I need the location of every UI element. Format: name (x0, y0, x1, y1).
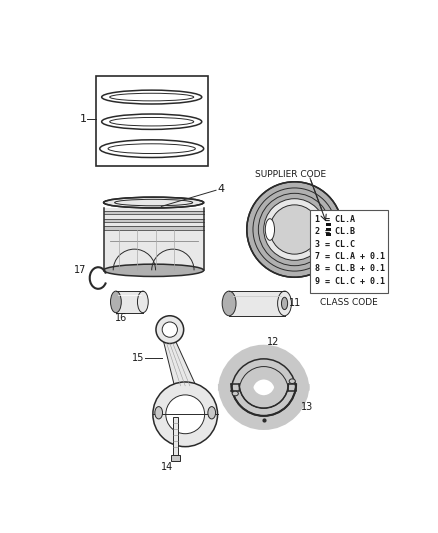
Ellipse shape (102, 114, 202, 130)
Circle shape (247, 182, 342, 277)
Text: SUPPLIER CODE: SUPPLIER CODE (255, 169, 326, 179)
Text: 3 = CL.C: 3 = CL.C (314, 240, 355, 248)
Text: 14: 14 (161, 463, 173, 472)
Text: CLASS CODE: CLASS CODE (320, 298, 378, 307)
Ellipse shape (265, 219, 275, 240)
Ellipse shape (282, 297, 288, 310)
Ellipse shape (155, 407, 162, 419)
Bar (310, 210, 389, 294)
Text: 12: 12 (267, 337, 279, 347)
Bar (170, 455, 180, 461)
Text: 9 = CL.C + 0.1: 9 = CL.C + 0.1 (314, 277, 385, 286)
Bar (116, 291, 143, 313)
Circle shape (264, 199, 325, 260)
Text: 7 = CL.A + 0.1: 7 = CL.A + 0.1 (314, 252, 385, 261)
Bar (96, 76, 208, 166)
Circle shape (162, 322, 177, 337)
Bar (326, 232, 331, 236)
Ellipse shape (110, 291, 121, 313)
Ellipse shape (108, 144, 195, 154)
Ellipse shape (208, 407, 215, 419)
Ellipse shape (102, 90, 202, 104)
Text: 15: 15 (132, 353, 145, 363)
Text: 11: 11 (289, 298, 301, 309)
Ellipse shape (103, 197, 204, 208)
Ellipse shape (289, 379, 295, 384)
Circle shape (153, 382, 218, 447)
Ellipse shape (110, 93, 194, 101)
Bar (326, 223, 331, 227)
Bar (326, 228, 331, 231)
Text: 1 = CL.A: 1 = CL.A (314, 215, 355, 224)
Text: 4: 4 (218, 184, 225, 193)
Text: 1: 1 (80, 115, 87, 124)
Ellipse shape (232, 391, 238, 396)
Bar (229, 291, 285, 316)
Text: 13: 13 (301, 402, 313, 413)
Ellipse shape (100, 140, 204, 158)
Polygon shape (164, 342, 196, 386)
Bar (103, 211, 204, 214)
Text: 2 = CL.B: 2 = CL.B (314, 227, 355, 236)
Circle shape (156, 316, 184, 343)
Ellipse shape (138, 291, 148, 313)
Ellipse shape (103, 264, 204, 277)
Ellipse shape (278, 291, 291, 316)
Text: 16: 16 (115, 313, 127, 323)
Ellipse shape (314, 219, 324, 240)
Bar (103, 227, 204, 230)
Circle shape (166, 395, 205, 434)
Text: 17: 17 (74, 265, 87, 276)
Bar (103, 219, 204, 222)
Bar (103, 208, 204, 270)
Circle shape (270, 205, 319, 254)
Ellipse shape (110, 117, 194, 126)
Ellipse shape (222, 291, 236, 316)
Bar (173, 417, 177, 455)
Text: 8 = CL.B + 0.1: 8 = CL.B + 0.1 (314, 264, 385, 273)
